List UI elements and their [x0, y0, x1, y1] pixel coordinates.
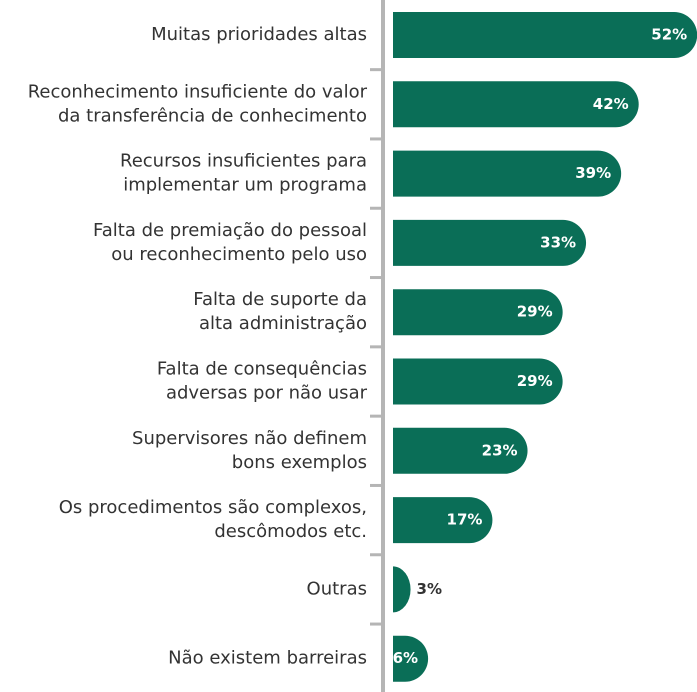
value-label: 39% — [575, 164, 611, 182]
category-label: da transferência de conhecimento — [58, 105, 367, 126]
category-label: bons exemplos — [232, 452, 367, 473]
value-label: 42% — [593, 95, 629, 113]
category-label: Falta de consequências — [157, 359, 367, 380]
category-label: Reconhecimento insuficiente do valor — [28, 81, 368, 102]
bar — [393, 566, 411, 613]
value-label: 3% — [417, 580, 442, 598]
category-label: Não existem barreiras — [168, 648, 367, 669]
bar — [393, 358, 563, 405]
bar — [393, 497, 493, 544]
category-label: Muitas prioridades altas — [151, 24, 367, 45]
category-label: implementar um programa — [123, 175, 367, 196]
value-label: 33% — [540, 233, 576, 251]
bar — [393, 81, 639, 128]
value-label: 52% — [651, 26, 687, 44]
category-label: ou reconhecimento pelo uso — [111, 244, 367, 265]
category-label: Recursos insuficientes para — [120, 151, 367, 172]
value-label: 23% — [482, 441, 518, 459]
bar — [393, 635, 429, 682]
category-label: adversas por não usar — [166, 383, 368, 404]
category-label: Falta de premiação do pessoal — [93, 220, 367, 241]
category-label: Outras — [307, 578, 367, 599]
bar — [393, 150, 622, 197]
bar — [393, 289, 563, 336]
bar — [393, 427, 528, 474]
category-label: descômodos etc. — [214, 521, 367, 542]
category-label: Falta de suporte da — [193, 289, 367, 310]
value-label: 29% — [517, 303, 553, 321]
bar — [393, 12, 697, 58]
bar — [393, 219, 587, 266]
category-label: Os procedimentos são complexos, — [59, 497, 367, 518]
category-label: alta administração — [199, 313, 367, 334]
category-label: Supervisores não definem — [132, 428, 367, 449]
value-label: 29% — [517, 372, 553, 390]
value-label: 17% — [447, 511, 483, 529]
value-label: 6% — [393, 649, 418, 667]
